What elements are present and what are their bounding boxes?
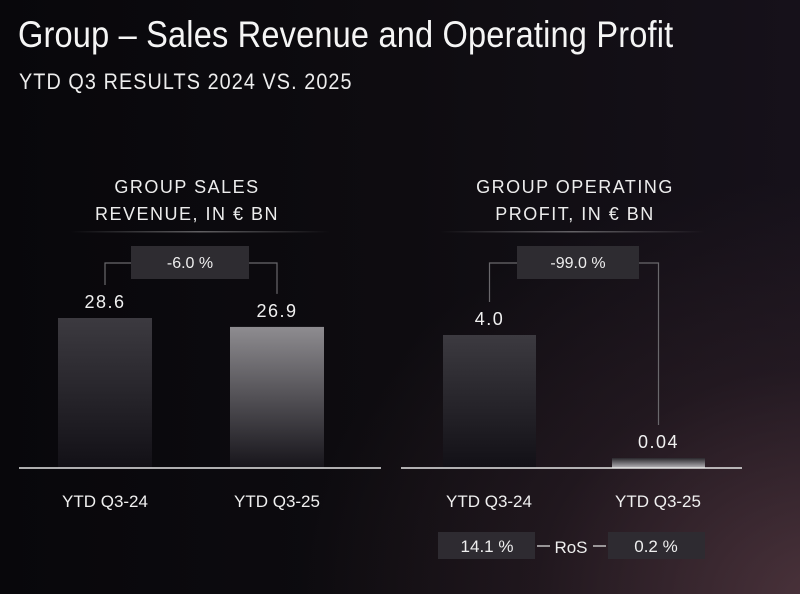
value-label-ytd-q3-24: 28.6	[84, 292, 125, 312]
page-title: Group – Sales Revenue and Operating Prof…	[18, 14, 674, 55]
delta-label: -99.0 %	[550, 255, 605, 272]
ros-row: 14.1 % RoS 0.2 %	[438, 532, 705, 559]
header-divider	[440, 231, 705, 233]
value-label-ytd-q3-25: 0.04	[638, 432, 679, 452]
chart-title-line-1: GROUP OPERATING	[476, 177, 674, 197]
bar-ytd-q3-25	[230, 326, 324, 468]
header-divider	[70, 231, 330, 233]
bar-ytd-q3-24	[443, 335, 536, 468]
chart-title-line-2: PROFIT, IN € BN	[495, 204, 655, 224]
ros-box-ytd-q3-25	[608, 532, 705, 559]
category-label-ytd-q3-25: YTD Q3-25	[234, 492, 320, 511]
delta-box	[517, 246, 639, 279]
bar-ytd-q3-25	[612, 458, 705, 468]
delta-box	[131, 246, 249, 279]
sales-revenue-chart: GROUP SALES REVENUE, IN € BN -6.0 % 28.6…	[19, 177, 381, 511]
page-subtitle: YTD Q3 RESULTS 2024 VS. 2025	[19, 69, 353, 94]
ros-box-ytd-q3-24	[438, 532, 535, 559]
chart-title-line-2: REVENUE, IN € BN	[95, 204, 279, 224]
ros-label: RoS	[554, 538, 587, 557]
value-label-ytd-q3-24: 4.0	[475, 309, 505, 329]
delta-label: -6.0 %	[167, 255, 213, 272]
ros-value-ytd-q3-24: 14.1 %	[461, 537, 514, 556]
ros-value-ytd-q3-25: 0.2 %	[634, 537, 677, 556]
bar-ytd-q3-24	[58, 318, 152, 468]
category-label-ytd-q3-25: YTD Q3-25	[615, 492, 701, 511]
category-label-ytd-q3-24: YTD Q3-24	[446, 492, 532, 511]
value-label-ytd-q3-25: 26.9	[256, 301, 297, 321]
chart-title-line-1: GROUP SALES	[114, 177, 259, 197]
category-label-ytd-q3-24: YTD Q3-24	[62, 492, 148, 511]
operating-profit-chart: GROUP OPERATING PROFIT, IN € BN -99.0 % …	[401, 177, 742, 559]
